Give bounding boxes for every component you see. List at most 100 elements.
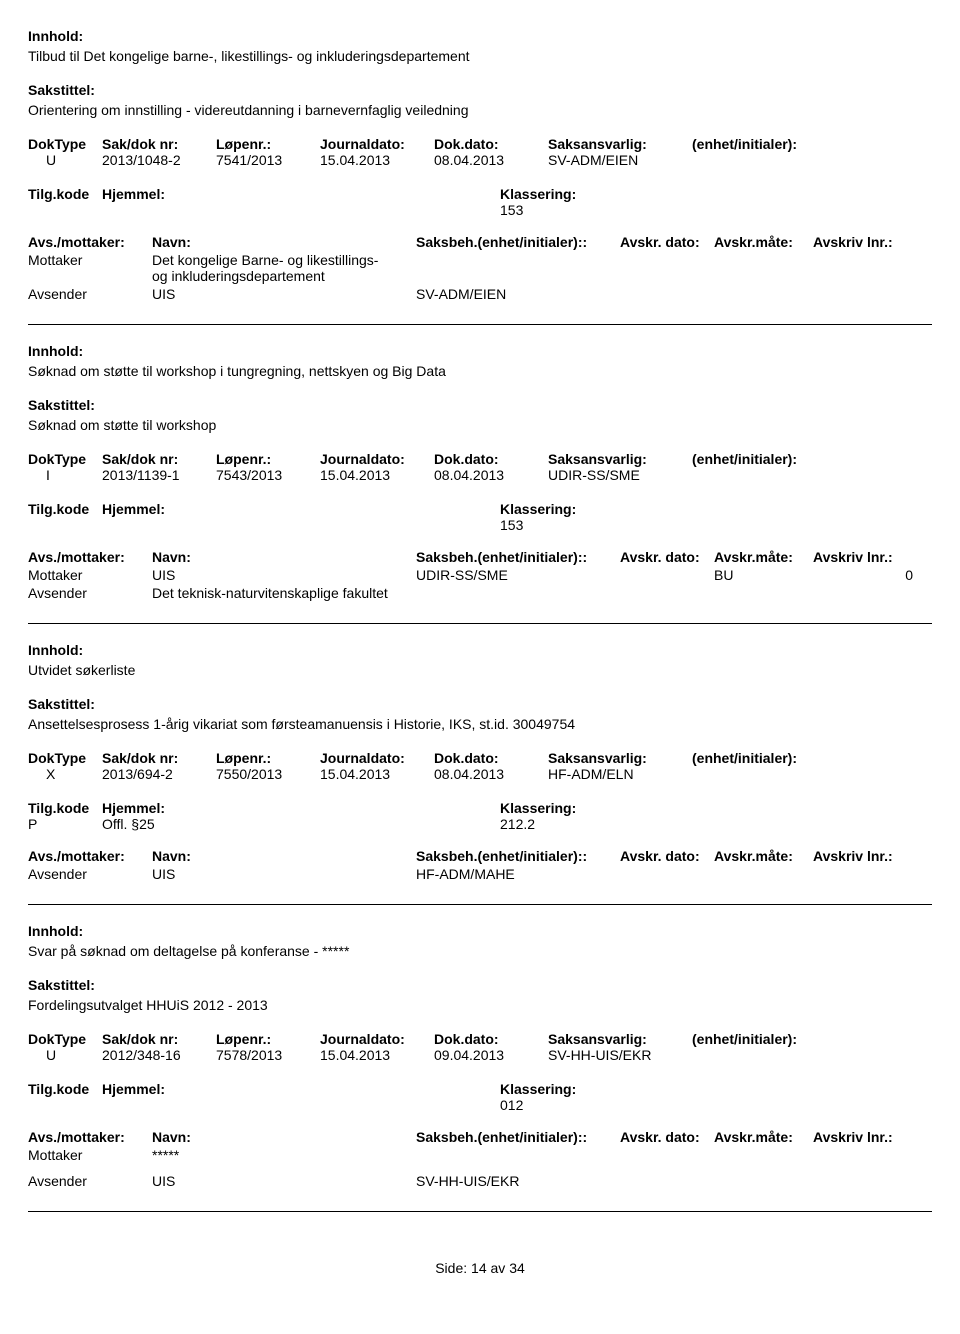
tilgkode-value	[28, 202, 98, 218]
meta-value-row: I 2013/1139-1 7543/2013 15.04.2013 08.04…	[28, 467, 932, 483]
tilg-value-row: 153	[28, 517, 932, 533]
party-name: Det teknisk-naturvitenskaplige fakultet	[152, 585, 412, 601]
klassering-value: 153	[500, 202, 800, 218]
avsmottaker-label: Avs./mottaker:	[28, 848, 148, 864]
avskriv-lnr-label: Avskriv lnr.:	[813, 549, 913, 565]
party-mate: BU	[714, 567, 809, 583]
enhetinit-suffix: (enhet/initialer):	[477, 1129, 582, 1145]
innhold-text: Utvidet søkerliste	[28, 662, 932, 678]
innhold-text: Tilbud til Det kongelige barne-, likesti…	[28, 48, 932, 64]
meta-header-row: DokType Sak/dok nr: Løpenr.: Journaldato…	[28, 750, 932, 766]
innhold-label: Innhold:	[28, 343, 932, 359]
saksbeh-label: Saksbeh.	[416, 234, 477, 250]
tilgkode-value	[28, 517, 98, 533]
klassering-label: Klassering:	[500, 800, 800, 816]
lopenr-value: 7543/2013	[216, 467, 316, 483]
avskr-mate-label: Avskr.måte:	[714, 549, 809, 565]
hjemmel-value	[102, 1097, 302, 1113]
sakdok-value: 2013/1048-2	[102, 152, 212, 168]
journal-record: Innhold: Utvidet søkerliste Sakstittel: …	[28, 624, 932, 905]
saksansvarlig-value: HF-ADM/ELN	[548, 766, 688, 782]
navn-label: Navn:	[152, 1129, 412, 1145]
party-header-row: Avs./mottaker: Navn: Saksbeh.(enhet/init…	[28, 234, 932, 250]
journaldato-label: Journaldato:	[320, 451, 430, 467]
enhetinit-label: (enhet/initialer):	[692, 136, 842, 152]
page-current: 14	[471, 1260, 487, 1276]
sakstittel-text: Ansettelsesprosess 1-årig vikariat som f…	[28, 716, 932, 732]
party-role: Avsender	[28, 1173, 148, 1189]
dokdato-value: 08.04.2013	[434, 467, 544, 483]
innhold-label: Innhold:	[28, 28, 932, 44]
innhold-text: Søknad om støtte til workshop i tungregn…	[28, 363, 932, 379]
dokdato-label: Dok.dato:	[434, 1031, 544, 1047]
journal-page: Innhold: Tilbud til Det kongelige barne-…	[0, 0, 960, 1286]
party-role: Avsender	[28, 286, 148, 302]
lopenr-value: 7550/2013	[216, 766, 316, 782]
party-row: Avsender UIS HF-ADM/MAHE	[28, 866, 932, 882]
party-saksbeh	[416, 585, 616, 601]
party-saksbeh	[416, 1147, 616, 1163]
tilg-value-row: P Offl. §25 212.2	[28, 816, 932, 832]
saksansvarlig-value: SV-ADM/EIEN	[548, 152, 688, 168]
dokdato-value: 08.04.2013	[434, 152, 544, 168]
party-header-row: Avs./mottaker: Navn: Saksbeh.(enhet/init…	[28, 549, 932, 565]
meta-header-row: DokType Sak/dok nr: Løpenr.: Journaldato…	[28, 451, 932, 467]
innhold-text: Svar på søknad om deltagelse på konferan…	[28, 943, 932, 959]
party-row: Avsender Det teknisk-naturvitenskaplige …	[28, 585, 932, 601]
lopenr-label: Løpenr.:	[216, 136, 316, 152]
party-name: *****	[152, 1147, 412, 1163]
party-row: Avsender UIS SV-ADM/EIEN	[28, 286, 932, 302]
journal-record: Innhold: Svar på søknad om deltagelse på…	[28, 905, 932, 1212]
saksansvarlig-label: Saksansvarlig:	[548, 750, 688, 766]
enhetinit-suffix: (enhet/initialer):	[477, 549, 582, 565]
sakstittel-text: Fordelingsutvalget HHUiS 2012 - 2013	[28, 997, 932, 1013]
meta-header-row: DokType Sak/dok nr: Løpenr.: Journaldato…	[28, 1031, 932, 1047]
party-saksbeh: SV-HH-UIS/EKR	[416, 1173, 616, 1189]
avskr-mate-label: Avskr.måte:	[714, 1129, 809, 1145]
party-saksbeh	[416, 252, 616, 284]
hjemmel-label: Hjemmel:	[102, 186, 302, 202]
tilg-value-row: 153	[28, 202, 932, 218]
party-saksbeh: HF-ADM/MAHE	[416, 866, 616, 882]
lopenr-value: 7578/2013	[216, 1047, 316, 1063]
saksbeh-label: Saksbeh.	[416, 549, 477, 565]
doktype-label: DokType	[28, 1031, 98, 1047]
navn-label: Navn:	[152, 549, 412, 565]
doktype-label: DokType	[28, 750, 98, 766]
dokdato-value: 08.04.2013	[434, 766, 544, 782]
enhetinit-suffix: (enhet/initialer):	[477, 848, 582, 864]
enhetinit-label: (enhet/initialer):	[692, 451, 842, 467]
avsmottaker-label: Avs./mottaker:	[28, 1129, 148, 1145]
dokdato-label: Dok.dato:	[434, 451, 544, 467]
tilgkode-label: Tilg.kode	[28, 186, 98, 202]
party-row: Mottaker Det kongelige Barne- og likesti…	[28, 252, 932, 284]
doktype-value: U	[28, 152, 98, 168]
klassering-value: 012	[500, 1097, 800, 1113]
party-row: Mottaker UIS UDIR-SS/SME BU 0	[28, 567, 932, 583]
tilgkode-value: P	[28, 816, 98, 832]
sakdok-value: 2012/348-16	[102, 1047, 212, 1063]
enhetinit-label: (enhet/initialer):	[692, 1031, 842, 1047]
avskr-dato-label: Avskr. dato:	[620, 1129, 710, 1145]
doktype-value: U	[28, 1047, 98, 1063]
tilgkode-label: Tilg.kode	[28, 1081, 98, 1097]
page-footer: Side: 14 av 34	[28, 1212, 932, 1286]
party-role: Mottaker	[28, 1147, 148, 1163]
party-lnr: 0	[813, 567, 913, 583]
avskr-dato-label: Avskr. dato:	[620, 848, 710, 864]
dokdato-label: Dok.dato:	[434, 750, 544, 766]
page-total: 34	[509, 1260, 525, 1276]
saksbeh-label: Saksbeh.	[416, 1129, 477, 1145]
journaldato-label: Journaldato:	[320, 750, 430, 766]
party-header-row: Avs./mottaker: Navn: Saksbeh.(enhet/init…	[28, 848, 932, 864]
avsmottaker-label: Avs./mottaker:	[28, 234, 148, 250]
sakdok-label: Sak/dok nr:	[102, 451, 212, 467]
tilg-header-row: Tilg.kode Hjemmel: Klassering:	[28, 186, 932, 202]
party-role: Avsender	[28, 866, 148, 882]
hjemmel-label: Hjemmel:	[102, 800, 302, 816]
avskriv-lnr-label: Avskriv lnr.:	[813, 1129, 913, 1145]
navn-label: Navn:	[152, 234, 412, 250]
party-role: Mottaker	[28, 567, 148, 583]
avskr-dato-label: Avskr. dato:	[620, 234, 710, 250]
journaldato-value: 15.04.2013	[320, 152, 430, 168]
